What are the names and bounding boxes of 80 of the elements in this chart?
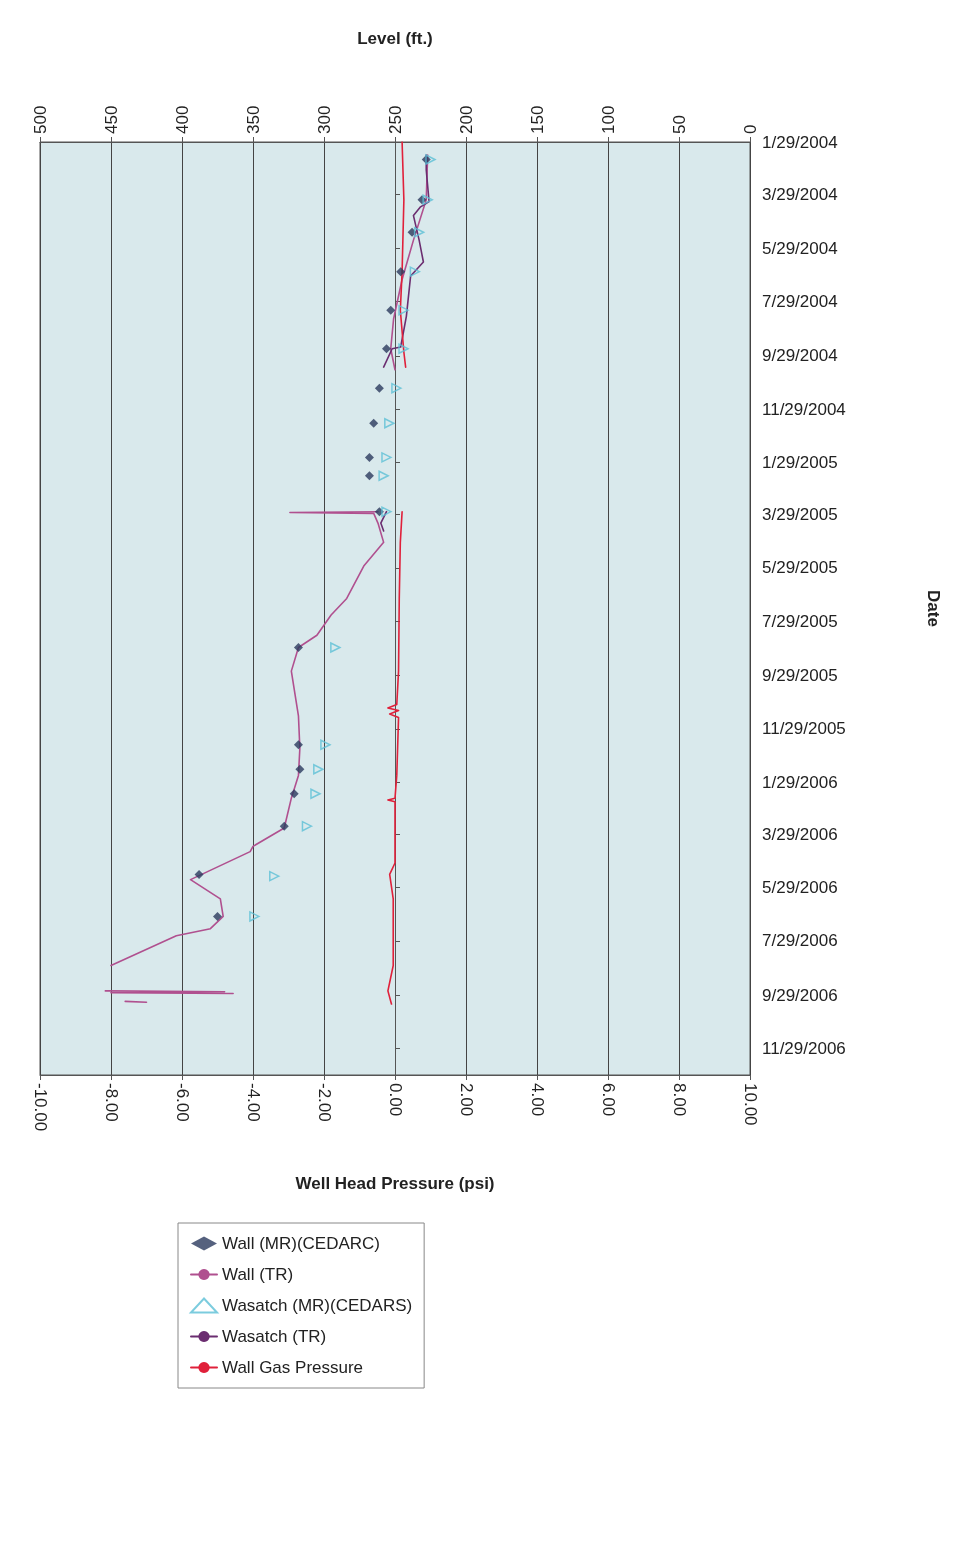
point	[425, 154, 436, 165]
y-tick-label: 5/29/2006	[762, 878, 838, 898]
x2-tick-label: 150	[527, 105, 547, 134]
point	[386, 305, 396, 315]
x2-tick-label: 250	[385, 105, 405, 134]
point	[378, 470, 389, 482]
point	[301, 820, 313, 832]
point	[295, 764, 305, 774]
point	[381, 506, 392, 517]
x-axis-title: Well Head Pressure (psi)	[295, 1174, 495, 1193]
y-tick-label: 3/29/2006	[762, 824, 838, 844]
point	[396, 267, 406, 277]
x-tick-label: 10.00	[740, 1083, 760, 1126]
x2-tick-label: 450	[101, 105, 121, 134]
point	[364, 452, 374, 462]
x-tick-label: 8.00	[669, 1083, 689, 1117]
x2-axis-title: Level (ft.)	[357, 29, 433, 48]
point	[381, 344, 391, 354]
y-axis-title: Date	[924, 590, 943, 627]
point	[320, 739, 331, 750]
x-tick-label: -4.00	[243, 1083, 263, 1122]
y-tick-label: 9/29/2006	[762, 985, 838, 1005]
y-tick-label: 1/29/2006	[762, 772, 838, 792]
y-tick-label: 5/29/2004	[762, 238, 838, 258]
point	[194, 869, 204, 879]
y-tick-label: 11/29/2004	[762, 399, 846, 419]
point	[293, 740, 303, 750]
y-tick-label: 11/29/2005	[762, 719, 846, 739]
x-tick-label: 6.00	[598, 1083, 618, 1117]
legend-label: Wall (TR)	[222, 1265, 294, 1284]
point	[249, 911, 260, 922]
point	[398, 304, 409, 316]
point	[409, 266, 421, 277]
y-tick-label: 11/29/2006	[762, 1039, 846, 1059]
y-tick-label: 1/29/2004	[762, 132, 838, 152]
x2-tick-label: 350	[243, 105, 263, 134]
x2-tick-label: 100	[598, 105, 618, 134]
x-tick-label: -10.00	[30, 1083, 50, 1132]
point	[289, 789, 299, 799]
y-tick-label: 7/29/2004	[762, 291, 838, 311]
x-tick-label: 0.00	[385, 1083, 405, 1117]
point	[330, 642, 341, 653]
y-tick-label: 9/29/2004	[762, 346, 838, 366]
x2-tick-label: 300	[314, 105, 334, 134]
y-tick-label: 1/29/2005	[762, 453, 838, 473]
legend-label: Wasatch (TR)	[222, 1327, 327, 1346]
y-tick-label: 3/29/2004	[762, 185, 838, 205]
point	[391, 382, 402, 394]
legend-label: Wall (MR)(CEDARC)	[222, 1234, 381, 1253]
point	[384, 417, 395, 429]
point	[369, 418, 379, 428]
x2-tick-label: 200	[456, 105, 476, 134]
point	[279, 821, 289, 831]
x2-tick-label: 50	[669, 115, 689, 134]
legend-label: Wall Gas Pressure	[222, 1358, 364, 1377]
x-tick-label: -8.00	[101, 1083, 121, 1122]
point	[313, 764, 324, 775]
point	[413, 226, 425, 238]
x2-tick-label: 0	[740, 124, 760, 134]
point	[374, 383, 384, 393]
point	[293, 642, 303, 652]
y-tick-label: 5/29/2005	[762, 558, 838, 578]
point	[213, 911, 222, 921]
x-tick-label: -6.00	[172, 1083, 192, 1122]
y-tick-label: 9/29/2005	[762, 666, 838, 686]
x-tick-label: 2.00	[456, 1083, 476, 1117]
legend-label: Wasatch (MR)(CEDARS)	[222, 1296, 413, 1315]
x2-tick-label: 500	[30, 105, 50, 134]
y-tick-label: 7/29/2005	[762, 611, 838, 631]
point	[422, 194, 433, 206]
x-tick-label: -2.00	[314, 1083, 334, 1122]
x-tick-label: 4.00	[527, 1083, 547, 1117]
y-tick-label: 3/29/2005	[762, 504, 838, 524]
y-tick-label: 7/29/2006	[762, 931, 838, 951]
point	[269, 870, 280, 882]
point	[364, 471, 374, 481]
point	[310, 788, 321, 800]
x2-tick-label: 400	[172, 105, 192, 134]
point	[398, 343, 409, 354]
point	[381, 452, 392, 463]
